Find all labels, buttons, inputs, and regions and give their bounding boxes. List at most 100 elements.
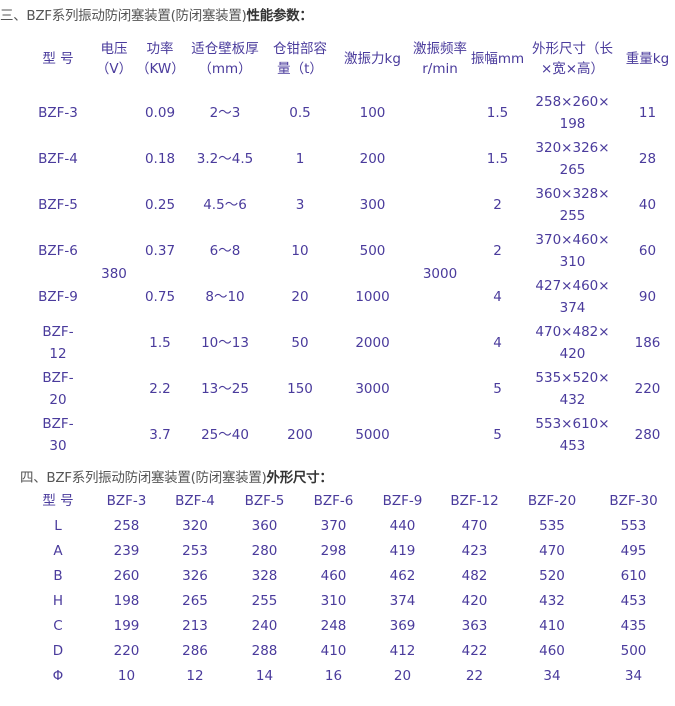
dimension-value: 298 <box>320 542 347 559</box>
header-text: 电压（V） <box>95 40 133 77</box>
title-text: 四、BZF系列振动防闭塞装置(防闭塞装置) <box>20 470 267 486</box>
dimensions-cell: 360×328×​255 <box>525 182 620 228</box>
dimension-value: 482 <box>461 567 488 584</box>
dimension-value: 610 <box>620 567 647 584</box>
dimension-value: 553 <box>620 517 647 534</box>
dimension-value: 460 <box>539 642 565 659</box>
thickness-cell: 2～3 <box>185 90 265 136</box>
frequency-cell: 3000 <box>422 266 458 282</box>
power-cell: 2.2 <box>149 381 171 397</box>
header-text: 适仓壁板厚（mm） <box>191 40 259 77</box>
dimensions-cell: 553×610×​453 <box>525 412 620 458</box>
dimension-value: 14 <box>255 667 274 684</box>
power-cell: 3.7 <box>149 427 171 443</box>
dimensions-text: 370×460×​310 <box>535 232 610 270</box>
capacity-cell: 10 <box>291 243 309 259</box>
dimension-value: 258 <box>113 517 140 534</box>
dimension-value: 462 <box>389 567 416 584</box>
header-text: 激振力kg <box>344 51 401 67</box>
title-bold: 外形尺寸： <box>266 470 333 486</box>
capacity-cell: 50 <box>291 335 309 351</box>
dimensions-cell: 370×460×​310 <box>525 228 620 274</box>
force-cell: 100 <box>359 105 386 121</box>
capacity-cell: 1 <box>295 151 305 167</box>
title-text: 三、BZF系列振动防闭塞装置(防闭塞装置) <box>0 8 247 24</box>
header-text: 型 号 <box>42 51 74 67</box>
force-cell: 3000 <box>355 381 390 397</box>
force-cell: 5000 <box>355 427 390 443</box>
model-text: BZF-4 <box>38 151 78 167</box>
table-row: Φ 10 12 14 16 20 22 34 34 <box>23 663 675 688</box>
model-cell: BZF-6 <box>23 228 93 274</box>
model-text: BZF-​30 <box>42 416 74 454</box>
capacity-cell: 0.5 <box>289 105 311 121</box>
dimension-value: 320 <box>182 517 208 534</box>
power-cell: 0.75 <box>144 289 176 305</box>
dimension-value: 253 <box>182 542 208 559</box>
dimension-label: L <box>54 517 62 534</box>
weight-cell: 186 <box>634 335 661 351</box>
header-cell: 仓钳部容量（t） <box>265 28 335 90</box>
thickness-text: 10～13 <box>201 335 249 351</box>
thickness-text: 4.5～6 <box>203 197 247 213</box>
voltage-cell: 380 <box>101 266 127 282</box>
header-cell: BZF-4 <box>175 492 215 509</box>
header-text: 振幅mm <box>470 51 525 67</box>
dimension-value: 220 <box>113 642 140 659</box>
amplitude-cell: 1.5 <box>486 105 509 121</box>
amplitude-cell: 4 <box>493 289 502 305</box>
dimension-value: 374 <box>389 592 416 609</box>
dimension-value: 360 <box>251 517 278 534</box>
dimension-value: 423 <box>461 542 488 559</box>
dimension-label: A <box>53 542 63 559</box>
dimension-value: 310 <box>320 592 347 609</box>
header-cell: BZF-12 <box>450 492 499 509</box>
dimension-value: 22 <box>465 667 484 684</box>
table-row: B 260 326 328 460 462 482 520 610 <box>23 563 675 588</box>
header-cell: 重量kg <box>620 28 675 90</box>
header-cell: 振幅mm <box>470 28 525 90</box>
dimension-value: 260 <box>113 567 140 584</box>
power-cell: 0.37 <box>144 243 176 259</box>
dimension-label: D <box>52 642 64 659</box>
capacity-cell: 150 <box>287 381 313 397</box>
weight-cell: 220 <box>634 381 661 397</box>
dimension-value: 520 <box>539 567 565 584</box>
header-text: 激振频率r/min <box>413 40 467 77</box>
dimensions-text: 427×460×​374 <box>535 278 610 316</box>
header-text: 仓钳部容量（t） <box>273 40 327 77</box>
thickness-text: 6～8 <box>209 243 241 259</box>
header-text: 外形尺寸（长×宽×高） <box>532 40 613 77</box>
dimension-label: C <box>53 617 63 634</box>
capacity-cell: 3 <box>295 197 305 213</box>
amplitude-cell: 4 <box>493 335 502 351</box>
dimension-value: 370 <box>320 517 347 534</box>
table-row: BZF-3 380 0.09 2～3 0.5 100 3000 1.5 258×260×​198… <box>23 90 675 282</box>
capacity-cell: 200 <box>287 427 313 443</box>
dimension-value: 500 <box>620 642 647 659</box>
model-text: BZF-9 <box>38 289 78 305</box>
header-cell: BZF-6 <box>313 492 354 509</box>
force-cell: 2000 <box>355 335 390 351</box>
header-text: 重量kg <box>625 51 670 67</box>
power-cell: 0.18 <box>144 151 176 167</box>
dimension-value: 16 <box>324 667 343 684</box>
thickness-cell: 25～40 <box>185 412 265 458</box>
power-cell: 1.5 <box>149 335 171 351</box>
header-cell: 电压（V） <box>93 28 135 90</box>
dimension-value: 286 <box>182 642 208 659</box>
dimension-value: 453 <box>620 592 647 609</box>
dimension-value: 410 <box>539 617 565 634</box>
dimension-value: 280 <box>251 542 278 559</box>
section-4-title: 四、BZF系列振动防闭塞装置(防闭塞装置)外形尺寸： <box>20 466 333 486</box>
table-row: H 198 265 255 310 374 420 432 453 <box>23 588 675 613</box>
thickness-text: 13～25 <box>201 381 249 397</box>
model-text: BZF-5 <box>38 197 78 213</box>
dimension-value: 470 <box>539 542 565 559</box>
dimension-value: 10 <box>117 667 136 684</box>
thickness-text: 25～40 <box>201 427 249 443</box>
dimension-value: 432 <box>539 592 565 609</box>
dimensions-text: 360×328×​255 <box>535 186 610 224</box>
dimensions-text: 470×482×​420 <box>535 324 610 362</box>
section-3-title: 三、BZF系列振动防闭塞装置(防闭塞装置)性能参数： <box>0 4 313 24</box>
